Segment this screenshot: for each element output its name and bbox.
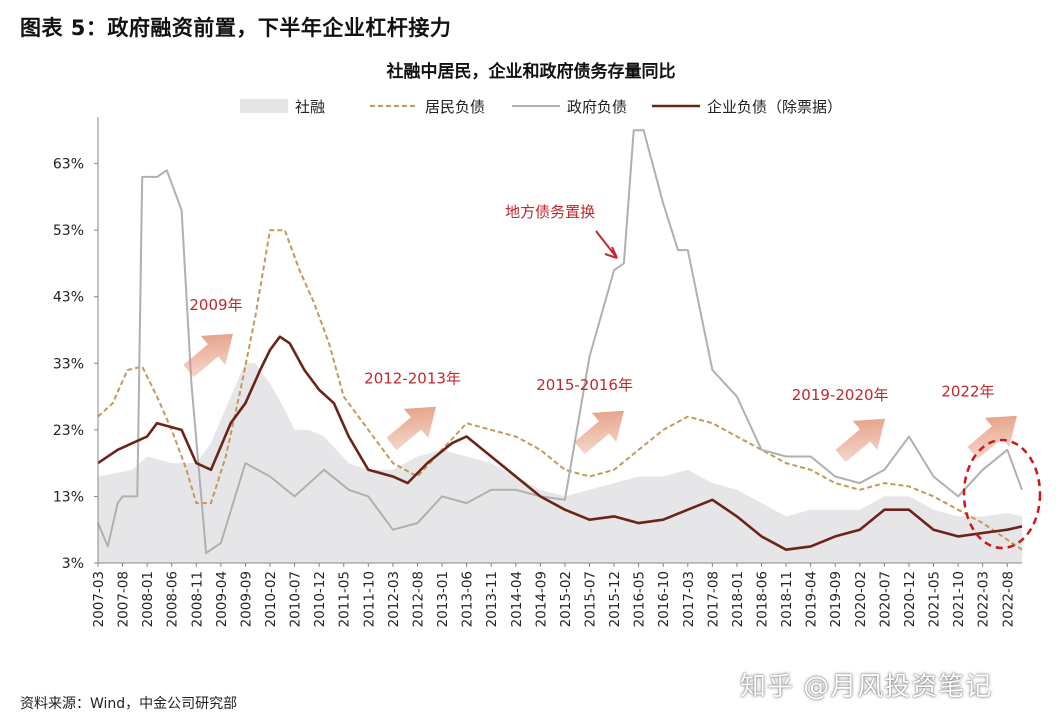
series-area-0 [98, 363, 1022, 563]
x-tick-label: 2019-04 [804, 571, 820, 627]
annotation-label: 2009年 [189, 296, 242, 314]
x-tick-label: 2021-10 [951, 571, 967, 627]
chart-title: 社融中居民，企业和政府债务存量同比 [386, 62, 676, 82]
x-tick-label: 2007-08 [116, 571, 132, 627]
x-tick-label: 2011-05 [337, 571, 353, 627]
trend-arrow-icon [835, 418, 885, 463]
y-tick-label: 23% [53, 423, 84, 439]
x-tick-label: 2018-06 [755, 571, 771, 627]
x-tick-label: 2017-03 [681, 571, 697, 627]
highlight-circle [962, 438, 1042, 550]
annotation-label: 2012-2013年 [364, 369, 461, 387]
x-tick-label: 2014-04 [509, 571, 525, 627]
legend-swatch [240, 99, 288, 113]
x-tick-label: 2016-10 [656, 571, 672, 627]
annotation-label: 2019-2020年 [792, 386, 889, 404]
source-note: 资料来源：Wind，中金公司研究部 [20, 696, 238, 712]
annotation-label: 2015-2016年 [536, 376, 633, 394]
y-tick-label: 43% [53, 290, 84, 306]
x-tick-label: 2011-10 [361, 571, 377, 627]
x-tick-label: 2015-12 [607, 571, 623, 627]
x-tick-label: 2015-02 [558, 571, 574, 627]
annotation-label: 2022年 [941, 383, 994, 401]
x-tick-label: 2013-11 [484, 571, 500, 627]
annotation-label: 地方债务置换 [505, 203, 595, 221]
y-tick-label: 53% [53, 223, 84, 239]
x-tick-label: 2013-06 [460, 571, 476, 627]
x-tick-label: 2021-05 [927, 571, 943, 627]
x-tick-label: 2010-07 [288, 571, 304, 627]
x-tick-label: 2012-03 [386, 571, 402, 627]
series-line-2 [97, 129, 1023, 554]
legend-label: 企业负债（除票据） [707, 98, 842, 116]
x-tick-label: 2010-02 [263, 571, 279, 627]
annotations: 2009年 2012-2013年 2015-2016年 2019-2020年 2022年… [183, 203, 1042, 550]
x-tick-label: 2018-11 [779, 571, 795, 627]
x-tick-label: 2015-07 [582, 571, 598, 627]
legend-label: 政府负债 [567, 98, 627, 116]
y-tick-label: 3% [62, 556, 84, 572]
trend-arrow-icon [574, 410, 624, 455]
x-tick-label: 2008-06 [165, 571, 181, 627]
x-tick-label: 2012-08 [410, 571, 426, 627]
series-line-3 [97, 335, 1023, 552]
x-tick-label: 2020-02 [853, 571, 869, 627]
x-tick-label: 2009-09 [238, 571, 254, 627]
y-tick-label: 63% [53, 157, 84, 173]
watermark: 知乎 @月风投资笔记 [740, 672, 993, 702]
x-tick-label: 2019-09 [828, 571, 844, 627]
x-tick-label: 2022-03 [976, 571, 992, 627]
x-tick-label: 2018-01 [730, 571, 746, 627]
legend-label: 居民负债 [425, 98, 485, 116]
trend-arrow-icon [967, 415, 1017, 460]
legend: 社融 居民负债 政府负债 企业负债（除票据） [240, 98, 842, 116]
x-tick-label: 2009-04 [214, 571, 230, 627]
x-tick-label: 2008-11 [189, 571, 205, 627]
legend-label: 社融 [295, 98, 325, 116]
series-line-1 [97, 229, 1023, 551]
pointer-arrow-icon [595, 230, 618, 259]
x-tick-label: 2016-05 [632, 571, 648, 627]
trend-arrow-icon [386, 406, 436, 451]
x-tick-label: 2008-01 [140, 571, 156, 627]
axes: 3% 13% 23% 33% 43% 53% 63% 2007-03 2007-08 2008-0… [53, 117, 1022, 627]
y-tick-label: 33% [53, 356, 84, 372]
figure-title: 图表 5：政府融资前置，下半年企业杠杆接力 [20, 16, 452, 40]
x-tick-label: 2020-12 [902, 571, 918, 627]
x-tick-label: 2020-07 [877, 571, 893, 627]
x-tick-label: 2022-08 [1000, 571, 1016, 627]
x-tick-label: 2013-01 [435, 571, 451, 627]
x-tick-label: 2010-12 [312, 571, 328, 627]
y-tick-label: 13% [53, 489, 84, 505]
trend-arrow-icon [183, 333, 233, 378]
x-tick-label: 2007-03 [91, 571, 107, 627]
x-tick-label: 2014-09 [533, 571, 549, 627]
plot-area [97, 129, 1023, 563]
x-tick-label: 2017-08 [705, 571, 721, 627]
